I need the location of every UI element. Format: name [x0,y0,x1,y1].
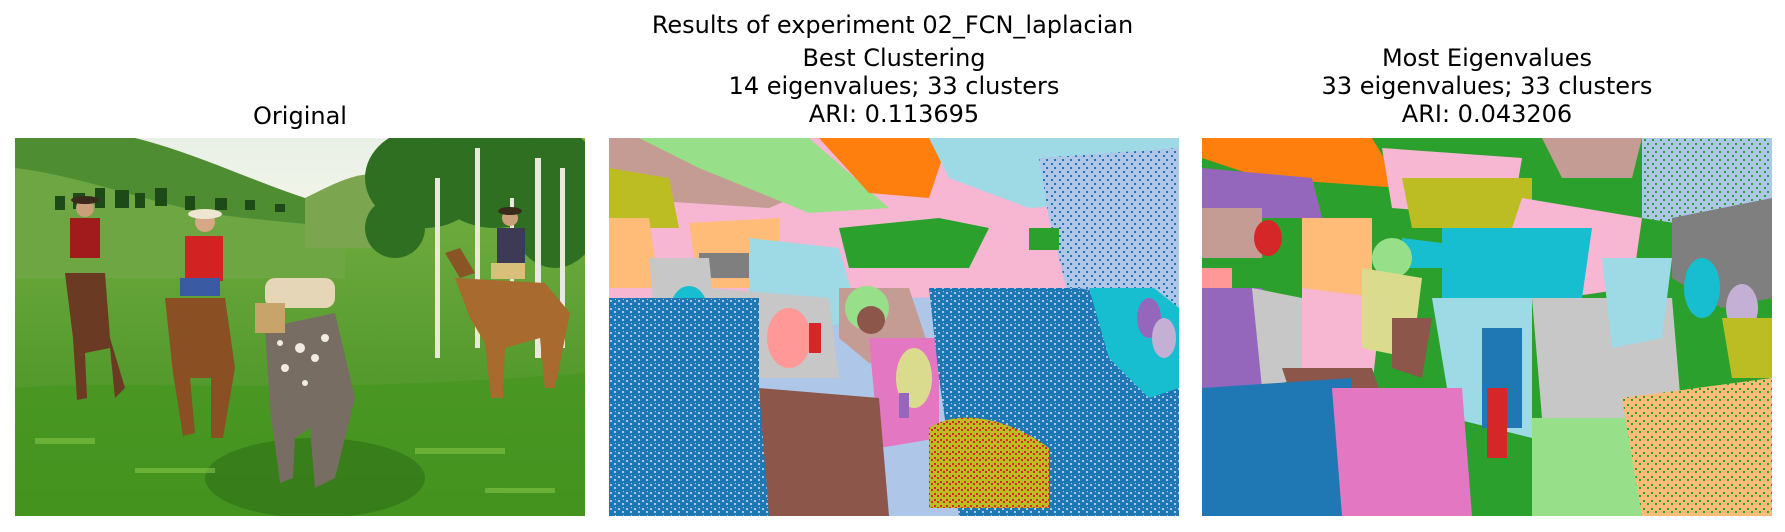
panel-best-title-line-3: ARI: 0.113695 [808,100,980,128]
panel-most-eigenvalues: Most Eigenvalues 33 eigenvalues; 33 clus… [1202,44,1772,516]
most-eigenvalues-map [1202,138,1772,516]
panel-best-clustering: Best Clustering 14 eigenvalues; 33 clust… [609,44,1179,516]
panel-most-title-line-3: ARI: 0.043206 [1401,100,1573,128]
panel-original-title: Original [15,102,585,130]
panel-original-title-line-1: Original [253,102,347,130]
best-clustering-svg [609,138,1179,516]
panel-most-title-line-1: Most Eigenvalues [1381,44,1593,72]
most-eigenvalues-svg [1202,138,1772,516]
panel-original: Original [15,96,585,516]
panel-most-title-line-2: 33 eigenvalues; 33 clusters [1321,72,1653,100]
panel-best-title-line-2: 14 eigenvalues; 33 clusters [728,72,1060,100]
best-clustering-map [609,138,1179,516]
panel-most-eigenvalues-title: Most Eigenvalues 33 eigenvalues; 33 clus… [1202,44,1772,128]
figure-suptitle: Results of experiment 02_FCN_laplacian [651,11,1134,39]
panel-best-clustering-title: Best Clustering 14 eigenvalues; 33 clust… [609,44,1179,128]
original-photo-svg [15,138,585,516]
panel-best-title-line-1: Best Clustering [802,44,986,72]
original-photo [15,138,585,516]
